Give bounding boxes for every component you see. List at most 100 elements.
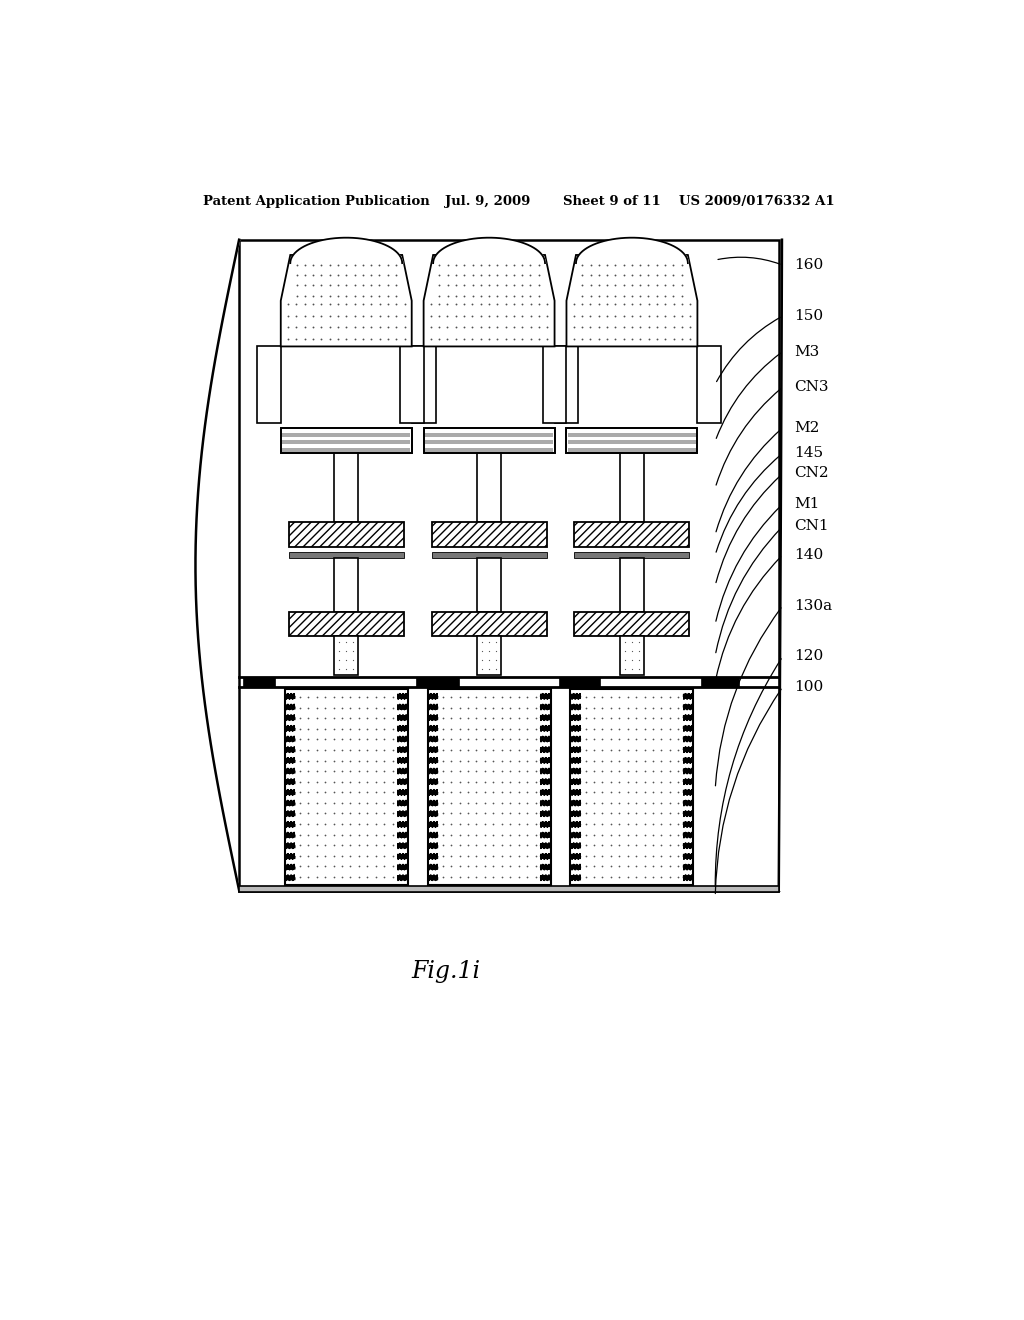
Point bbox=[464, 293, 480, 314]
Point bbox=[300, 760, 316, 781]
Point bbox=[481, 265, 498, 286]
Point bbox=[350, 803, 367, 824]
Point bbox=[300, 739, 316, 760]
Point bbox=[662, 803, 678, 824]
Point bbox=[599, 285, 615, 306]
Point bbox=[510, 803, 526, 824]
Point bbox=[628, 729, 644, 750]
Point bbox=[334, 686, 350, 708]
Point bbox=[308, 781, 325, 803]
Bar bbox=[574, 611, 689, 636]
Point bbox=[434, 750, 451, 771]
Point bbox=[473, 285, 489, 306]
Point bbox=[447, 255, 464, 276]
Point bbox=[447, 317, 464, 338]
Point bbox=[447, 275, 464, 296]
Bar bbox=[416, 677, 460, 686]
Point bbox=[368, 760, 384, 781]
Point bbox=[510, 834, 526, 855]
Point bbox=[662, 834, 678, 855]
Point bbox=[300, 697, 316, 718]
Point bbox=[354, 255, 371, 276]
Point bbox=[354, 285, 371, 306]
Point bbox=[384, 697, 400, 718]
Point bbox=[359, 803, 376, 824]
Point bbox=[578, 739, 594, 760]
Point bbox=[670, 718, 686, 739]
Point bbox=[615, 285, 632, 306]
Bar bbox=[240, 890, 778, 892]
Point bbox=[443, 760, 460, 781]
Point bbox=[368, 750, 384, 771]
Point bbox=[527, 803, 544, 824]
Point bbox=[489, 275, 506, 296]
Point bbox=[527, 750, 544, 771]
Point bbox=[527, 855, 544, 876]
Point bbox=[519, 866, 536, 887]
Point bbox=[666, 329, 682, 350]
Point bbox=[640, 317, 656, 338]
Point bbox=[628, 718, 644, 739]
Point bbox=[670, 824, 686, 845]
Point bbox=[468, 834, 484, 855]
Point bbox=[502, 813, 518, 834]
Point bbox=[334, 845, 350, 866]
Point bbox=[456, 255, 472, 276]
Point bbox=[653, 781, 670, 803]
Point bbox=[326, 866, 342, 887]
Point bbox=[460, 845, 476, 866]
Point bbox=[682, 305, 698, 326]
Point bbox=[594, 781, 610, 803]
Point bbox=[305, 305, 322, 326]
Point bbox=[599, 293, 615, 314]
Point bbox=[514, 265, 530, 286]
Point bbox=[376, 845, 392, 866]
Point bbox=[583, 275, 599, 296]
Point bbox=[338, 631, 354, 652]
Point bbox=[468, 866, 484, 887]
Point bbox=[452, 866, 468, 887]
Point bbox=[443, 771, 460, 792]
Point bbox=[620, 718, 636, 739]
Point bbox=[342, 781, 358, 803]
Point bbox=[332, 659, 348, 680]
Point bbox=[632, 305, 648, 326]
Point bbox=[322, 265, 338, 286]
Point bbox=[317, 750, 334, 771]
Point bbox=[510, 792, 526, 813]
Point bbox=[431, 305, 447, 326]
Point bbox=[342, 855, 358, 876]
Point bbox=[334, 760, 350, 781]
Point bbox=[443, 708, 460, 729]
Text: 150: 150 bbox=[795, 309, 823, 323]
Bar bbox=[283, 441, 411, 445]
Point bbox=[653, 824, 670, 845]
Point bbox=[603, 792, 620, 813]
Point bbox=[636, 824, 652, 845]
Point bbox=[640, 275, 656, 296]
Point bbox=[502, 697, 518, 718]
Point bbox=[334, 866, 350, 887]
Point bbox=[640, 329, 656, 350]
Point bbox=[345, 640, 361, 661]
Point bbox=[368, 771, 384, 792]
Text: M1: M1 bbox=[795, 496, 820, 511]
Point bbox=[300, 813, 316, 834]
Point bbox=[653, 792, 670, 813]
Point bbox=[346, 329, 362, 350]
Point bbox=[439, 275, 456, 296]
Point bbox=[498, 317, 514, 338]
Point bbox=[514, 275, 530, 296]
Text: Jul. 9, 2009: Jul. 9, 2009 bbox=[445, 194, 530, 207]
Point bbox=[326, 792, 342, 813]
Point bbox=[502, 803, 518, 824]
Point bbox=[640, 255, 656, 276]
Point bbox=[423, 305, 439, 326]
Point bbox=[527, 866, 544, 887]
Point bbox=[611, 824, 628, 845]
Point bbox=[313, 275, 330, 296]
Point bbox=[530, 293, 547, 314]
Point bbox=[292, 718, 308, 739]
Point bbox=[342, 729, 358, 750]
Point bbox=[305, 293, 322, 314]
